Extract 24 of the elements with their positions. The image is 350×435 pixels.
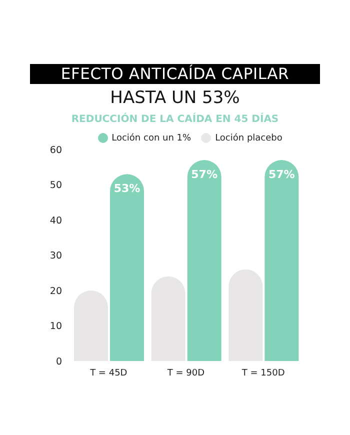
y-tick-label: 0 [56, 356, 62, 368]
x-tick-label: T = 45D [89, 368, 128, 378]
text: REDUCCIÓN DE LA CAÍDA EN 45 DÍAS [70, 114, 280, 125]
legend-label: Loción placebo [215, 133, 282, 144]
y-tick-label: 40 [50, 215, 62, 226]
bar [264, 160, 299, 361]
y-tick-label: 10 [50, 321, 62, 332]
y-tick-label: 20 [50, 286, 62, 297]
bar [187, 160, 222, 361]
bar [74, 290, 108, 361]
chart-title: EFECTO ANTICAÍDA CAPILAR [30, 64, 320, 84]
y-tick-label: 30 [50, 250, 62, 262]
data-label: 57% [191, 168, 218, 181]
bar [151, 276, 186, 361]
x-tick-label: T = 90D [166, 368, 205, 378]
bar [110, 174, 144, 361]
x-tick-label: T = 150D [240, 368, 285, 378]
bar [228, 269, 263, 361]
data-label: 53% [114, 182, 140, 195]
legend-label: Loción con un 1% [112, 133, 192, 144]
y-tick-label: 50 [50, 180, 62, 192]
chart-subtitle: HASTA UN 53% [109, 88, 241, 108]
data-label: 57% [268, 168, 295, 181]
y-tick-label: 60 [50, 144, 62, 156]
